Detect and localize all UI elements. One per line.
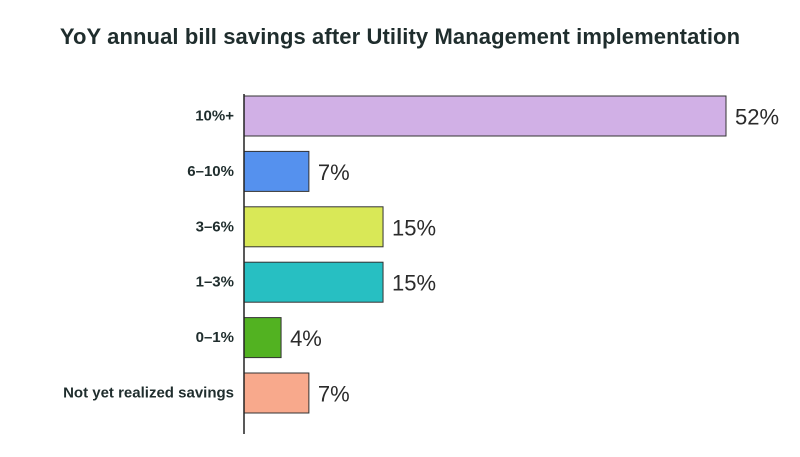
value-label-1-3: 15% bbox=[392, 271, 436, 296]
value-label-6-10: 7% bbox=[318, 160, 350, 185]
bar-3-6 bbox=[243, 206, 384, 248]
category-label-1-3: 1–3% bbox=[196, 274, 234, 291]
category-label-10: 10%+ bbox=[195, 108, 234, 125]
category-label-6-10: 6–10% bbox=[187, 163, 234, 180]
chart-title: YoY annual bill savings after Utility Ma… bbox=[59, 24, 741, 49]
bar-6-10 bbox=[243, 150, 310, 192]
value-label-0-1: 4% bbox=[290, 326, 322, 351]
category-label-not-yet-realized-savings: Not yet realized savings bbox=[63, 385, 234, 402]
category-label-0-1: 0–1% bbox=[196, 329, 234, 346]
category-label-3-6: 3–6% bbox=[196, 218, 234, 235]
bar-10 bbox=[243, 95, 727, 137]
bars-layer: 10%+ 52% 6–10% 7% 3–6% 15% 1–3% 15% 0–1% 4% Not ye… bbox=[63, 95, 779, 414]
value-label-3-6: 15% bbox=[392, 215, 436, 240]
value-label-not-yet-realized-savings: 7% bbox=[318, 382, 350, 407]
bar-not-yet-realized-savings bbox=[243, 372, 310, 414]
bar-1-3 bbox=[243, 261, 384, 303]
bar-0-1 bbox=[243, 317, 282, 359]
value-label-10: 52% bbox=[735, 105, 779, 130]
